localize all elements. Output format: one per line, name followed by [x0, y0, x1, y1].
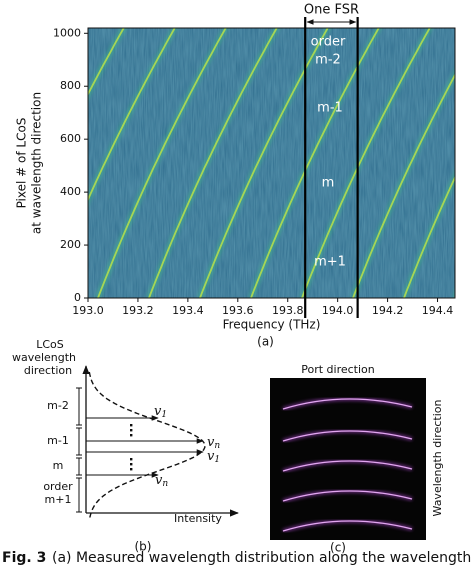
- x-tick-label: 193.6: [222, 304, 254, 317]
- y-tick-label: 0: [74, 291, 81, 304]
- stripe: [88, 28, 125, 97]
- arc: [282, 398, 413, 410]
- c-side-label: Wavelength direction: [431, 400, 444, 517]
- nu-symbol: v: [207, 449, 215, 464]
- y-tick-label: 600: [60, 132, 81, 145]
- nu-symbol: v: [154, 404, 162, 419]
- frequency-label: v1: [154, 404, 167, 420]
- stripe: [250, 28, 380, 298]
- heatmap-background: [88, 28, 455, 298]
- frequency-label: vn: [207, 435, 220, 451]
- order-label: m-1: [47, 434, 69, 447]
- arc: [282, 520, 413, 532]
- c-top-label: Port direction: [301, 363, 375, 376]
- stripe: [148, 28, 278, 298]
- x-tick-label: 193.0: [72, 304, 104, 317]
- order-brackets: [76, 387, 82, 513]
- y-tick-label: 1000: [53, 26, 81, 39]
- gaussian-curve: [88, 371, 206, 519]
- stripe: [352, 73, 455, 298]
- stripe: [97, 28, 227, 298]
- x-tick-label: 193.2: [122, 304, 154, 317]
- order-annotation: m-2: [315, 53, 341, 68]
- x-tick-label: 193.4: [172, 304, 204, 317]
- nu-symbol: v: [155, 473, 163, 488]
- b-axis-title: LCoS: [36, 338, 64, 351]
- x-tick-label: 194.0: [322, 304, 354, 317]
- x-axis-label: Frequency (THz): [223, 318, 321, 332]
- nu-symbol: v: [207, 435, 215, 450]
- arc: [282, 490, 413, 502]
- order-annotation: m+1: [314, 255, 346, 270]
- b-axis-title: wavelength: [12, 351, 76, 364]
- caption-figure: Fig. 3: [2, 550, 46, 565]
- y-tick-label: 800: [60, 79, 81, 92]
- panel-b: LCoSwavelengthdirectionm-2m-1morderm+1v1…: [12, 338, 239, 554]
- order-label: m: [53, 459, 64, 472]
- y-axis-label: at wavelength direction: [30, 92, 44, 234]
- heatmap-stripes: [88, 28, 455, 298]
- order-annotation: m: [322, 176, 335, 191]
- x-tick-label: 194.2: [372, 304, 404, 317]
- order-label: m+1: [45, 493, 72, 506]
- stripe: [301, 28, 431, 298]
- frequency-label: v1: [207, 449, 220, 465]
- order-label: order: [43, 480, 73, 493]
- order-label: m-2: [47, 399, 69, 412]
- nu-subscript: 1: [161, 410, 167, 420]
- b-axis-title: direction: [24, 364, 72, 377]
- panel-label: (b): [135, 540, 152, 554]
- x-tick-label: 193.8: [272, 304, 304, 317]
- stripe: [454, 295, 455, 298]
- plot-frame: [87, 27, 456, 299]
- b-x-label: Intensity: [174, 512, 222, 525]
- y-tick-label: 200: [60, 238, 81, 251]
- fsr-label: One FSR: [304, 3, 359, 18]
- panel-c: Port direction Wavelength direction (c): [270, 363, 444, 555]
- stripe-glow: [452, 289, 455, 298]
- fsr-label-bg: [301, 2, 362, 17]
- x-tick-label: 194.4: [422, 304, 454, 317]
- y-axis-label: Pixel # of LCoS: [15, 118, 29, 209]
- y-tick-label: 400: [60, 185, 81, 198]
- nu-subscript: n: [214, 441, 220, 451]
- stripe: [403, 175, 455, 298]
- ellipsis-dots: [130, 424, 133, 471]
- caption: Fig. 3 (a) Measured wavelength distribut…: [2, 550, 474, 565]
- arc: [282, 460, 413, 472]
- arc: [282, 430, 413, 442]
- nu-subscript: n: [162, 479, 168, 489]
- panel-label: (a): [257, 335, 274, 349]
- frequency-label: vn: [155, 473, 168, 489]
- panel-a: 193.0 193.2 193.4 193.6 193.8 194.0 194.2 194.4…: [15, 2, 456, 349]
- order-annotation: order: [311, 35, 346, 50]
- nu-subscript: 1: [214, 455, 220, 465]
- order-annotation: m-1: [317, 101, 343, 116]
- panel-label: (c): [330, 541, 346, 555]
- stripe: [88, 28, 176, 202]
- caption-text: (a) Measured wavelength distribution alo…: [52, 550, 474, 565]
